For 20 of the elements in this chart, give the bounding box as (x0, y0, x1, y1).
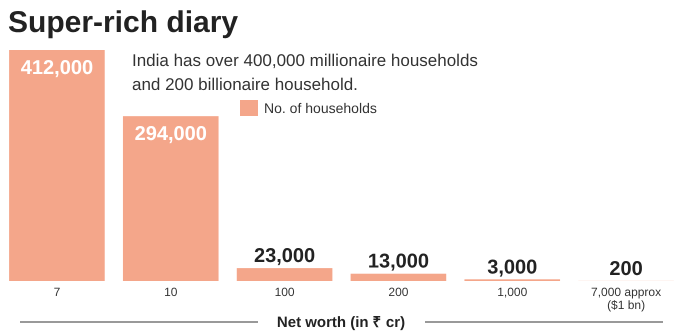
x-tick-label: 10 (164, 285, 178, 299)
bar (122, 116, 219, 281)
bar (9, 50, 105, 281)
x-tick-label: 7,000 approx ($1 bn) (591, 285, 662, 312)
x-axis-title: Net worth (in ₹ cr) (276, 314, 406, 331)
data-label: 3,000 (487, 256, 538, 278)
data-label: 23,000 (254, 245, 316, 268)
x-tick-label: 200 (388, 285, 409, 299)
chart-title: Super-rich diary (8, 6, 238, 39)
bar (350, 274, 446, 281)
legend-label: No. of households (264, 100, 377, 116)
data-label: 13,000 (368, 250, 430, 273)
data-label: 412,000 (20, 57, 94, 79)
text: India has over 400,000 millionaire households and 200 billionaire household. (132, 51, 478, 94)
data-label: 200 (609, 258, 643, 280)
bar (236, 268, 332, 281)
x-tick-label: 7 (54, 285, 61, 299)
x-tick-label: 1,000 (497, 285, 528, 299)
data-label: 294,000 (134, 123, 207, 146)
x-tick-label: 100 (274, 285, 295, 299)
